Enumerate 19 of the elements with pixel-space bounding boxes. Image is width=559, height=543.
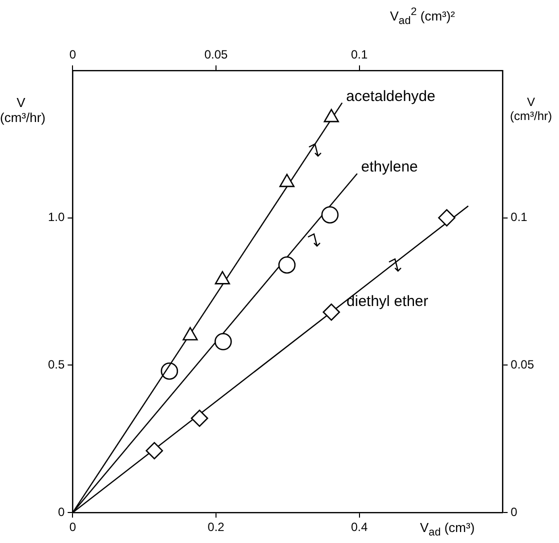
y-tick-label: 0 [58,504,65,519]
y2-tick-label: 0.05 [510,358,534,372]
y2-axis-title: V (cm³/hr) [509,95,553,123]
y-tick-label: 1.0 [48,210,65,224]
x-tick-label: 0.4 [350,520,368,534]
y-tick-label: 0.5 [48,358,65,372]
x2-tick-label: 0 [69,48,76,62]
x-axis-title: V$_{ad}$ (cm³) [420,520,475,539]
series-label: ethylene [361,158,418,176]
x2-axis-title: V$_{ad}$$^{2}$ (cm³)² [390,6,456,27]
x-tick-label: 0.2 [208,520,225,534]
x-tick-label: 0 [69,520,76,534]
y2-tick-label: 0.1 [510,210,528,224]
y2-tick-label: 0 [510,504,518,519]
x2-tick-label: 0.1 [350,48,368,62]
x2-tick-label: 0.05 [204,48,228,62]
series-label: diethyl ether [346,293,428,310]
y-axis-title: V (cm³/hr) [0,95,46,125]
series-label: acetaldehyde [346,88,436,105]
